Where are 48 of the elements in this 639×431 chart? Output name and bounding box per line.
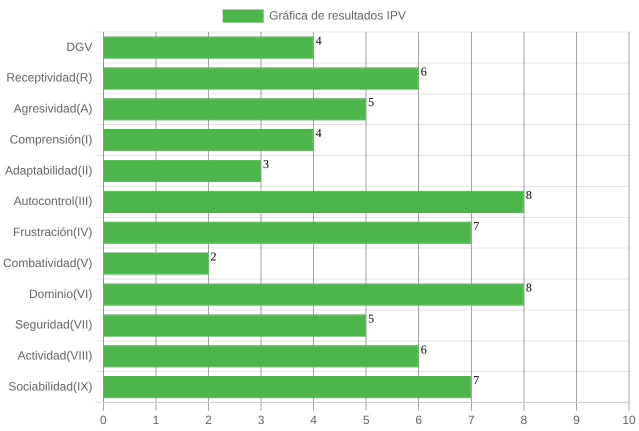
y-tick-label: Comprensión(I) [10,132,92,146]
data-label: 7 [473,373,480,388]
y-tick-label: Combatividad(V) [2,256,92,270]
x-tick-label: 8 [520,413,528,428]
data-label: 3 [263,157,270,172]
x-tick-label: 4 [310,413,318,428]
bar [104,67,419,90]
x-tick-label: 1 [152,413,160,428]
x-tick-label: 10 [622,413,636,428]
data-label: 8 [526,280,532,295]
x-tick-label: 3 [258,413,265,428]
data-label: 7 [473,218,480,233]
y-tick-label: Dominio(VI) [29,286,92,301]
data-label: 4 [316,126,322,140]
y-tick-label: Agresividad(A) [14,102,92,116]
bar [104,190,524,213]
x-tick-label: 7 [468,413,475,428]
bar [104,252,208,275]
y-tick-label: Actividad(VIII) [18,348,92,363]
x-tick-label: 2 [205,413,212,428]
data-label: 4 [316,33,322,48]
y-tick-label: Autocontrol(III) [14,194,92,208]
bar [104,98,366,120]
data-label: 8 [526,188,532,202]
y-tick-label: Seguridad(VII) [14,318,92,332]
bar [104,314,366,337]
bar [104,376,472,398]
data-label: 5 [368,95,374,110]
bar [104,160,262,182]
x-tick-label: 0 [100,413,108,428]
data-label: 6 [420,64,427,78]
bar [104,128,314,152]
y-tick-label: Receptividad(R) [6,70,92,85]
y-tick-label: DGV [66,40,92,54]
x-tick-label: 9 [573,413,580,428]
x-tick-label: 5 [362,413,370,428]
bar [104,222,472,244]
y-tick-label: Sociabilidad(IX) [8,379,92,394]
data-label: 6 [420,342,427,356]
bar [104,283,524,306]
bar [104,36,314,59]
y-tick-label: Frustración(IV) [13,225,92,240]
data-label: 2 [210,250,216,264]
x-tick-label: 6 [415,413,422,428]
bar [104,345,419,368]
data-label: 5 [368,311,374,326]
y-tick-label: Adaptabilidad(II) [4,163,92,178]
legend-label: Gráfica de resultados IPV [269,8,406,22]
